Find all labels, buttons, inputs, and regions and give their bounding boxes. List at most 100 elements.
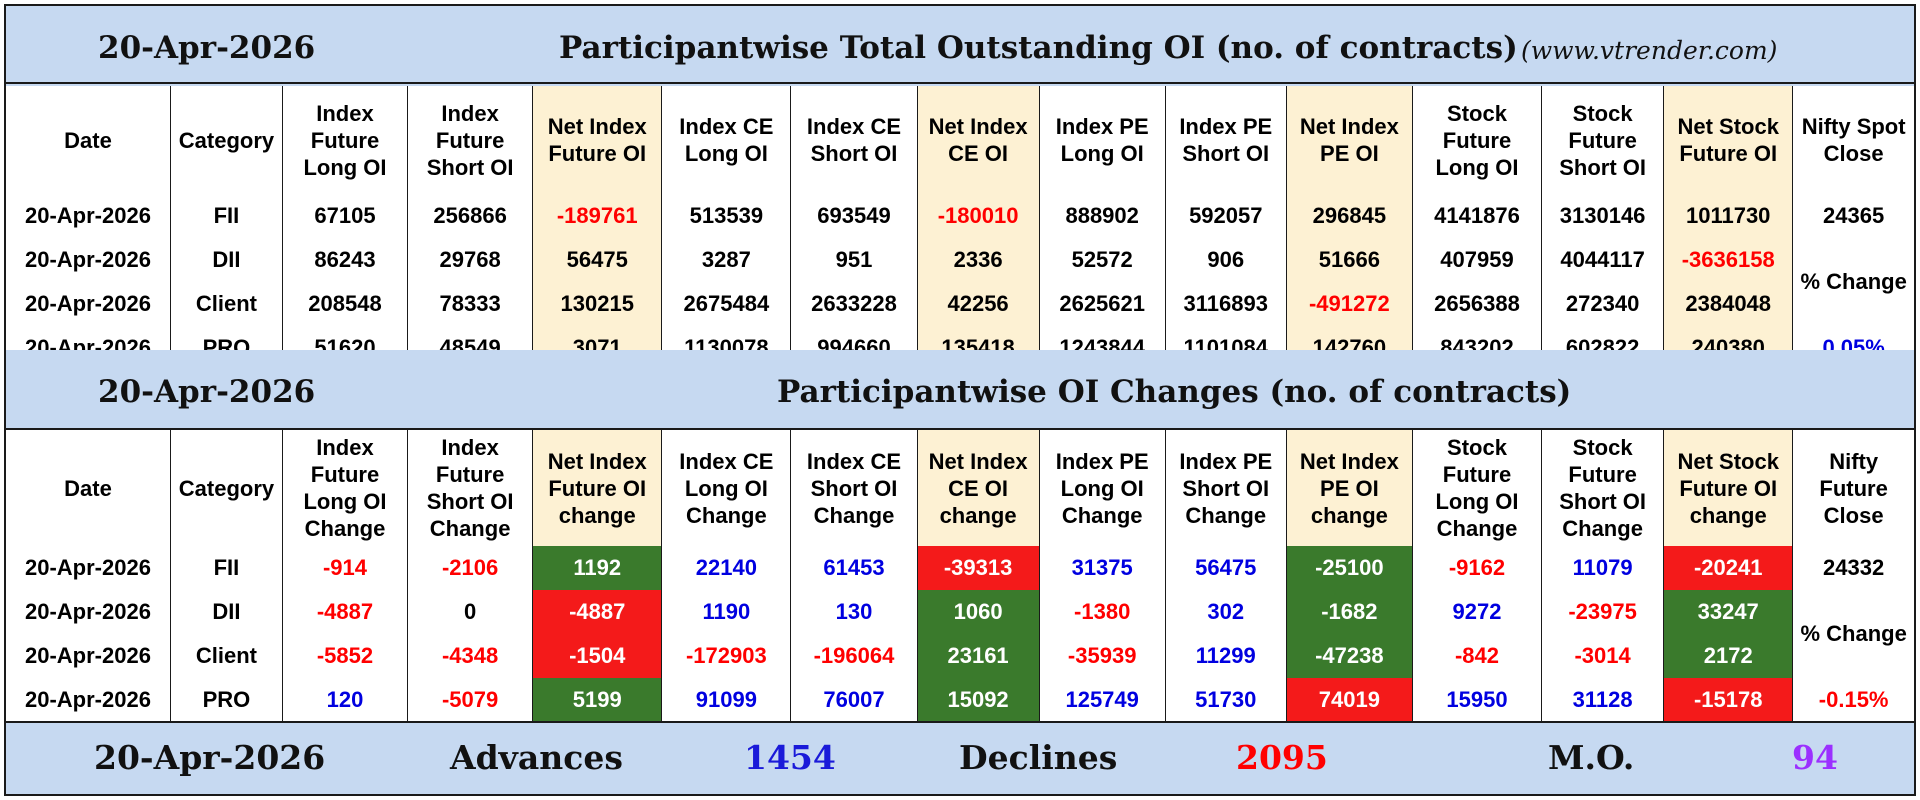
data-cell: 296845 bbox=[1285, 194, 1413, 238]
row-date: 20-Apr-2026 bbox=[6, 546, 171, 590]
section1-title: Participantwise Total Outstanding OI (no… bbox=[559, 30, 1518, 66]
data-cell: 3116893 bbox=[1164, 282, 1287, 326]
advances-label: Advances bbox=[450, 738, 623, 777]
data-cell: 120 bbox=[281, 678, 409, 722]
percent-change-label: % Change bbox=[1792, 238, 1914, 326]
column-header: Net Index Future OI bbox=[532, 86, 663, 194]
data-cell: 3130146 bbox=[1541, 194, 1665, 238]
row-category: Client bbox=[169, 282, 283, 326]
column-header: Index PE Long OI bbox=[1038, 86, 1166, 194]
report-frame: 20-Apr-2026 Participantwise Total Outsta… bbox=[4, 4, 1916, 796]
table-row: 20-Apr-2026 DII 86243 29768 56475 3287 951 2336… bbox=[6, 238, 1914, 326]
data-cell: 11079 bbox=[1541, 546, 1665, 590]
column-header: Index CE Long OI bbox=[661, 86, 792, 194]
column-header: Index CE Short OI bbox=[790, 86, 918, 194]
data-cell: -3636158 bbox=[1663, 238, 1794, 282]
data-cell: 208548 bbox=[281, 282, 409, 326]
column-header: Net Stock Future OI bbox=[1663, 86, 1794, 194]
data-cell: 130 bbox=[790, 590, 918, 634]
row-date: 20-Apr-2026 bbox=[6, 194, 171, 238]
column-header: Stock Future Short OI bbox=[1541, 86, 1665, 194]
section1-title-bar: 20-Apr-2026 Participantwise Total Outsta… bbox=[6, 6, 1914, 84]
data-cell: -9162 bbox=[1411, 546, 1543, 590]
row-category: Client bbox=[169, 634, 283, 678]
oi-changes-table: Date Category Index Future Long OI Change I… bbox=[6, 430, 1914, 723]
data-cell: -23975 bbox=[1541, 590, 1665, 634]
column-header: Index PE Long OI Change bbox=[1038, 430, 1166, 546]
column-header: Index Future Long OI Change bbox=[281, 430, 409, 546]
data-cell: -3014 bbox=[1541, 634, 1665, 678]
row-date: 20-Apr-2026 bbox=[6, 282, 171, 326]
advances-value: 1454 bbox=[744, 738, 836, 777]
column-header: Date bbox=[6, 430, 171, 546]
table-header-row: Date Category Index Future Long OI Change I… bbox=[6, 430, 1914, 546]
column-header: Stock Future Long OI bbox=[1411, 86, 1543, 194]
row-category: FII bbox=[169, 194, 283, 238]
data-cell: 78333 bbox=[407, 282, 534, 326]
data-cell: 693549 bbox=[790, 194, 918, 238]
data-cell: -189761 bbox=[532, 194, 663, 238]
data-cell: -39313 bbox=[916, 546, 1040, 590]
data-cell: -5852 bbox=[281, 634, 409, 678]
data-cell: 15950 bbox=[1411, 678, 1543, 722]
table-row: 20-Apr-2026 PRO 120 -5079 5199 91099 76007 1509… bbox=[6, 678, 1914, 722]
data-cell: 31128 bbox=[1541, 678, 1665, 722]
data-cell: 951 bbox=[790, 238, 918, 282]
column-header: Category bbox=[169, 86, 283, 194]
data-cell: 2633228 bbox=[790, 282, 918, 326]
section2-title-bar: 20-Apr-2026 Participantwise OI Changes (… bbox=[6, 350, 1914, 430]
data-cell: -35939 bbox=[1038, 634, 1166, 678]
data-cell: 86243 bbox=[281, 238, 409, 282]
data-cell: -20241 bbox=[1663, 546, 1794, 590]
table-row: 20-Apr-2026 Client 208548 78333 130215 267548… bbox=[6, 282, 1914, 326]
data-cell: 11299 bbox=[1164, 634, 1287, 678]
data-cell: 906 bbox=[1164, 238, 1287, 282]
column-header: Category bbox=[169, 430, 283, 546]
column-header: Net Index PE OI bbox=[1285, 86, 1413, 194]
data-cell: 22140 bbox=[661, 546, 792, 590]
column-header: Date bbox=[6, 86, 171, 194]
data-cell: 2172 bbox=[1663, 634, 1794, 678]
column-header: Stock Future Short OI Change bbox=[1541, 430, 1665, 546]
row-category: FII bbox=[169, 546, 283, 590]
table-header-row: Date Category Index Future Long OI Index Fu… bbox=[6, 86, 1914, 194]
row-category: PRO bbox=[169, 678, 283, 722]
data-cell: 4044117 bbox=[1541, 238, 1665, 282]
data-cell: 56475 bbox=[1164, 546, 1287, 590]
declines-value: 2095 bbox=[1236, 738, 1328, 777]
data-cell: 1190 bbox=[661, 590, 792, 634]
data-cell: 2336 bbox=[916, 238, 1040, 282]
data-cell: 51730 bbox=[1164, 678, 1287, 722]
data-cell: -2106 bbox=[407, 546, 534, 590]
row-category: DII bbox=[169, 590, 283, 634]
data-cell: 302 bbox=[1164, 590, 1287, 634]
column-header: Index PE Short OI Change bbox=[1164, 430, 1287, 546]
data-cell: -4348 bbox=[407, 634, 534, 678]
table-row: 20-Apr-2026 Client -5852 -4348 -1504 -172903-… bbox=[6, 634, 1914, 678]
nifty-close-value: 24332 bbox=[1792, 546, 1914, 590]
data-cell: -1380 bbox=[1038, 590, 1166, 634]
data-cell: 42256 bbox=[916, 282, 1040, 326]
row-category: DII bbox=[169, 238, 283, 282]
column-header: Net Index CE OI bbox=[916, 86, 1040, 194]
section2-title: Participantwise OI Changes (no. of contr… bbox=[777, 374, 1572, 410]
data-cell: 2384048 bbox=[1663, 282, 1794, 326]
data-cell: 15092 bbox=[916, 678, 1040, 722]
column-header: Net Index Future OI change bbox=[532, 430, 663, 546]
declines-label: Declines bbox=[959, 738, 1118, 777]
data-cell: 5199 bbox=[532, 678, 663, 722]
data-cell: 2656388 bbox=[1411, 282, 1543, 326]
data-cell: 130215 bbox=[532, 282, 663, 326]
column-header: Index CE Short OI Change bbox=[790, 430, 918, 546]
data-cell: 4141876 bbox=[1411, 194, 1543, 238]
data-cell: 407959 bbox=[1411, 238, 1543, 282]
data-cell: 29768 bbox=[407, 238, 534, 282]
mo-label: M.O. bbox=[1548, 738, 1635, 777]
section1-date: 20-Apr-2026 bbox=[98, 30, 316, 66]
data-cell: -180010 bbox=[916, 194, 1040, 238]
data-cell: 3287 bbox=[661, 238, 792, 282]
column-header: Stock Future Long OI Change bbox=[1411, 430, 1543, 546]
data-cell: 0 bbox=[407, 590, 534, 634]
data-cell: 61453 bbox=[790, 546, 918, 590]
percent-change-label: % Change bbox=[1792, 590, 1914, 678]
